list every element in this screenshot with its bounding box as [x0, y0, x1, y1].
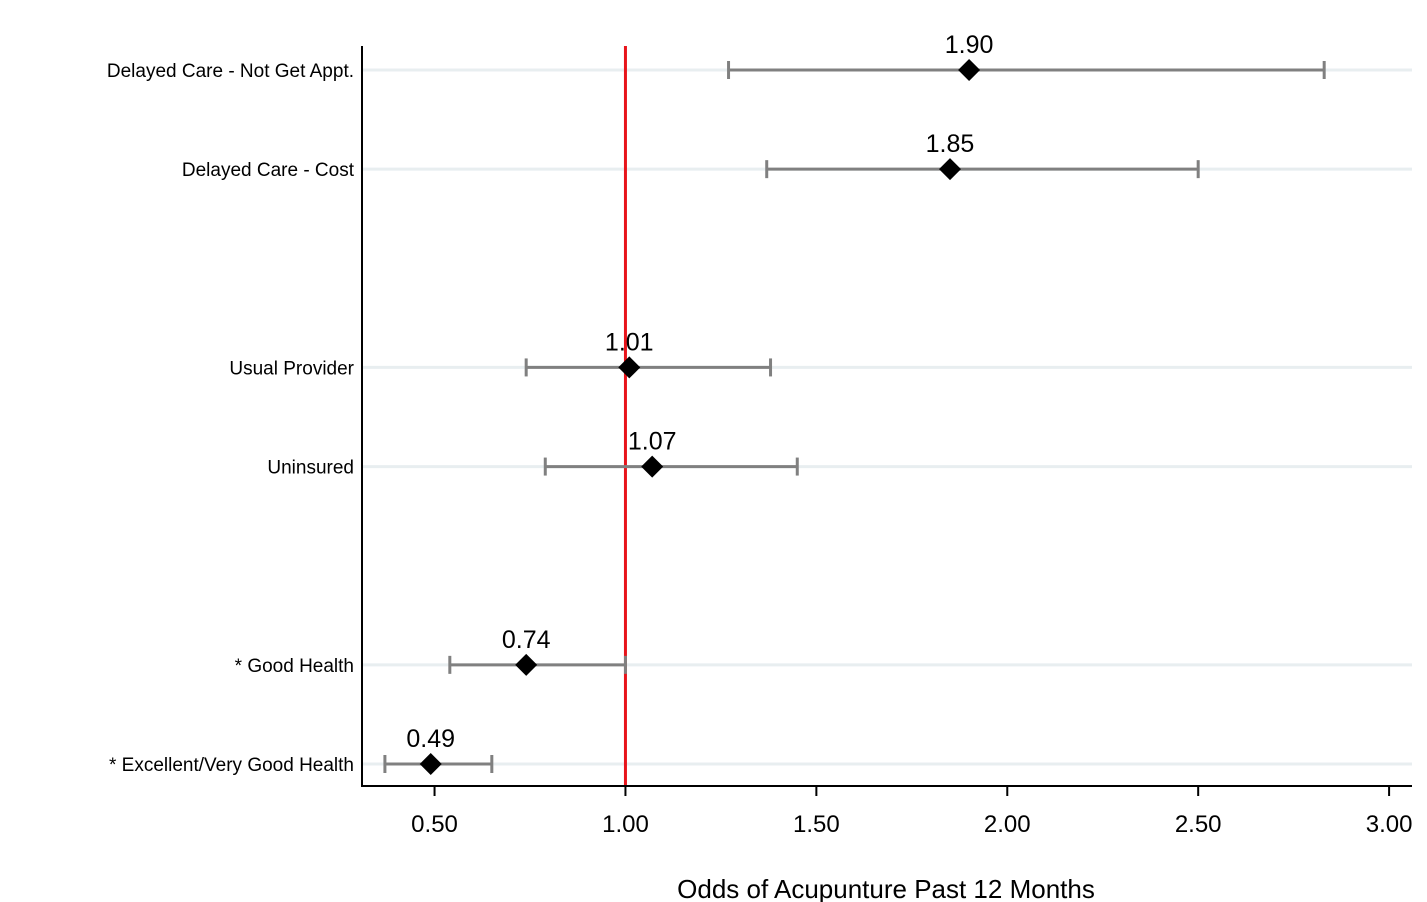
estimate-markers — [419, 59, 981, 775]
x-tick-label: 3.00 — [1366, 811, 1413, 838]
estimate-label: 1.90 — [945, 31, 994, 59]
estimate-marker — [618, 356, 641, 379]
estimate-label: 1.85 — [926, 130, 975, 158]
estimate-labels: 1.90 1.85 1.01 1.07 0.74 0.49 — [406, 31, 993, 753]
estimate-marker — [641, 455, 664, 478]
chart-frame: 1.90 1.85 1.01 1.07 0.74 0.49 Delayed Care - … — [10, 9, 1427, 902]
x-tick-label: 0.50 — [411, 811, 458, 838]
confidence-intervals — [383, 61, 1326, 773]
row-label: * Good Health — [235, 656, 354, 677]
gridlines — [362, 68, 1412, 766]
row-label: Uninsured — [267, 458, 354, 479]
y-axis-labels: Delayed Care - Not Get Appt. Delayed Care… — [107, 61, 355, 776]
row-label: Usual Provider — [229, 358, 354, 379]
row-label: Delayed Care - Not Get Appt. — [107, 61, 354, 82]
x-tick-label: 2.50 — [1175, 811, 1222, 838]
estimate-label: 0.74 — [502, 626, 551, 654]
x-axis-title: Odds of Acupunture Past 12 Months — [677, 874, 1095, 902]
row-label: Delayed Care - Cost — [182, 160, 355, 181]
estimate-label: 1.01 — [605, 328, 654, 356]
estimate-marker — [939, 158, 961, 181]
forest-plot: 1.90 1.85 1.01 1.07 0.74 0.49 Delayed Care - … — [107, 31, 1413, 902]
x-axis-ticks: 0.50 1.00 1.50 2.00 2.50 3.00 — [411, 786, 1412, 838]
x-tick-label: 1.00 — [602, 811, 649, 838]
estimate-label: 1.07 — [628, 428, 677, 456]
estimate-marker — [958, 59, 981, 81]
estimate-marker — [419, 753, 442, 775]
x-tick-label: 2.00 — [984, 811, 1031, 838]
x-tick-label: 1.50 — [793, 811, 840, 838]
estimate-marker — [515, 653, 538, 676]
estimate-label: 0.49 — [406, 725, 455, 753]
row-label: * Excellent/Very Good Health — [109, 755, 354, 776]
